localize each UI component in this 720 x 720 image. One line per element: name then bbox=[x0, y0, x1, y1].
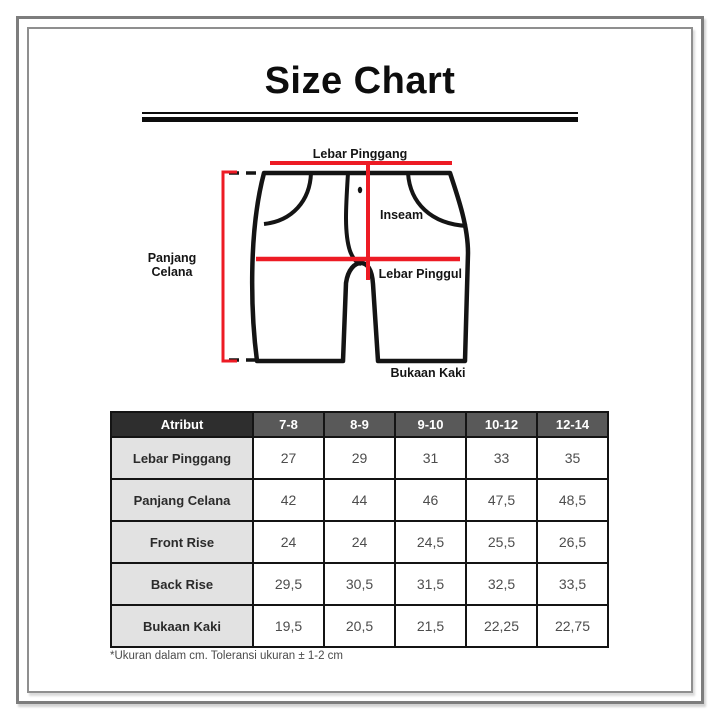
table-cell: 24 bbox=[323, 520, 396, 564]
table-cell: 22,25 bbox=[465, 604, 538, 648]
outer-frame-border bbox=[16, 16, 704, 704]
table-cell: 19,5 bbox=[252, 604, 325, 648]
table-cell: 44 bbox=[323, 478, 396, 522]
left-pocket-curve bbox=[263, 172, 313, 226]
table-row: Lebar Pinggang 27 29 31 33 35 bbox=[110, 436, 609, 480]
row-label: Back Rise bbox=[110, 562, 254, 606]
table-cell: 29 bbox=[323, 436, 396, 480]
table-cell: 33 bbox=[465, 436, 538, 480]
length-label-line1: Panjang bbox=[148, 251, 197, 265]
table-cell: 33,5 bbox=[536, 562, 609, 606]
shorts-measurement-diagram: Lebar Pinggang Inseam Lebar Pinggul Panj… bbox=[148, 147, 471, 380]
table-row: Panjang Celana 42 44 46 47,5 48,5 bbox=[110, 478, 609, 522]
header-cell-size-8-9: 8-9 bbox=[323, 411, 396, 438]
table-row: Bukaan Kaki 19,5 20,5 21,5 22,25 22,75 bbox=[110, 604, 609, 648]
header-cell-size-9-10: 9-10 bbox=[394, 411, 467, 438]
table-row: Front Rise 24 24 24,5 25,5 26,5 bbox=[110, 520, 609, 564]
row-label: Front Rise bbox=[110, 520, 254, 564]
button-dot bbox=[357, 186, 363, 194]
table-cell: 35 bbox=[536, 436, 609, 480]
waist-label: Lebar Pinggang bbox=[313, 147, 407, 161]
fly-curve bbox=[344, 172, 362, 266]
header-cell-size-7-8: 7-8 bbox=[252, 411, 325, 438]
table-cell: 47,5 bbox=[465, 478, 538, 522]
right-pocket-curve bbox=[406, 172, 468, 228]
table-row: Back Rise 29,5 30,5 31,5 32,5 33,5 bbox=[110, 562, 609, 606]
table-cell: 32,5 bbox=[465, 562, 538, 606]
title-divider-thick-line bbox=[142, 117, 578, 122]
table-cell: 48,5 bbox=[536, 478, 609, 522]
header-cell-size-10-12: 10-12 bbox=[465, 411, 538, 438]
leg-opening-label: Bukaan Kaki bbox=[390, 366, 465, 380]
table-cell: 24,5 bbox=[394, 520, 467, 564]
table-cell: 20,5 bbox=[323, 604, 396, 648]
table-cell: 30,5 bbox=[323, 562, 396, 606]
header-cell-size-12-14: 12-14 bbox=[536, 411, 609, 438]
inseam-label: Inseam bbox=[380, 208, 423, 222]
header-cell-atribut: Atribut bbox=[110, 411, 254, 438]
hip-label: Lebar Pinggul bbox=[379, 267, 462, 281]
table-cell: 27 bbox=[252, 436, 325, 480]
inner-frame-border bbox=[27, 27, 693, 693]
length-label-line2: Celana bbox=[152, 265, 194, 279]
table-cell: 31,5 bbox=[394, 562, 467, 606]
table-cell: 26,5 bbox=[536, 520, 609, 564]
table-cell: 29,5 bbox=[252, 562, 325, 606]
row-label: Panjang Celana bbox=[110, 478, 254, 522]
length-measure-bracket bbox=[221, 170, 237, 363]
title-divider bbox=[142, 112, 578, 122]
row-label: Lebar Pinggang bbox=[110, 436, 254, 480]
table-cell: 25,5 bbox=[465, 520, 538, 564]
table-header-row: Atribut 7-8 8-9 9-10 10-12 12-14 bbox=[110, 411, 609, 438]
table-cell: 42 bbox=[252, 478, 325, 522]
title-divider-thin-line bbox=[142, 112, 578, 114]
table-cell: 22,75 bbox=[536, 604, 609, 648]
page-title: Size Chart bbox=[264, 60, 456, 102]
size-chart-table: Atribut 7-8 8-9 9-10 10-12 12-14 Lebar P… bbox=[110, 411, 609, 648]
measurement-footnote: *Ukuran dalam cm. Toleransi ukuran ± 1-2… bbox=[110, 650, 343, 662]
table-cell: 21,5 bbox=[394, 604, 467, 648]
table-cell: 24 bbox=[252, 520, 325, 564]
table-cell: 31 bbox=[394, 436, 467, 480]
row-label: Bukaan Kaki bbox=[110, 604, 254, 648]
table-cell: 46 bbox=[394, 478, 467, 522]
